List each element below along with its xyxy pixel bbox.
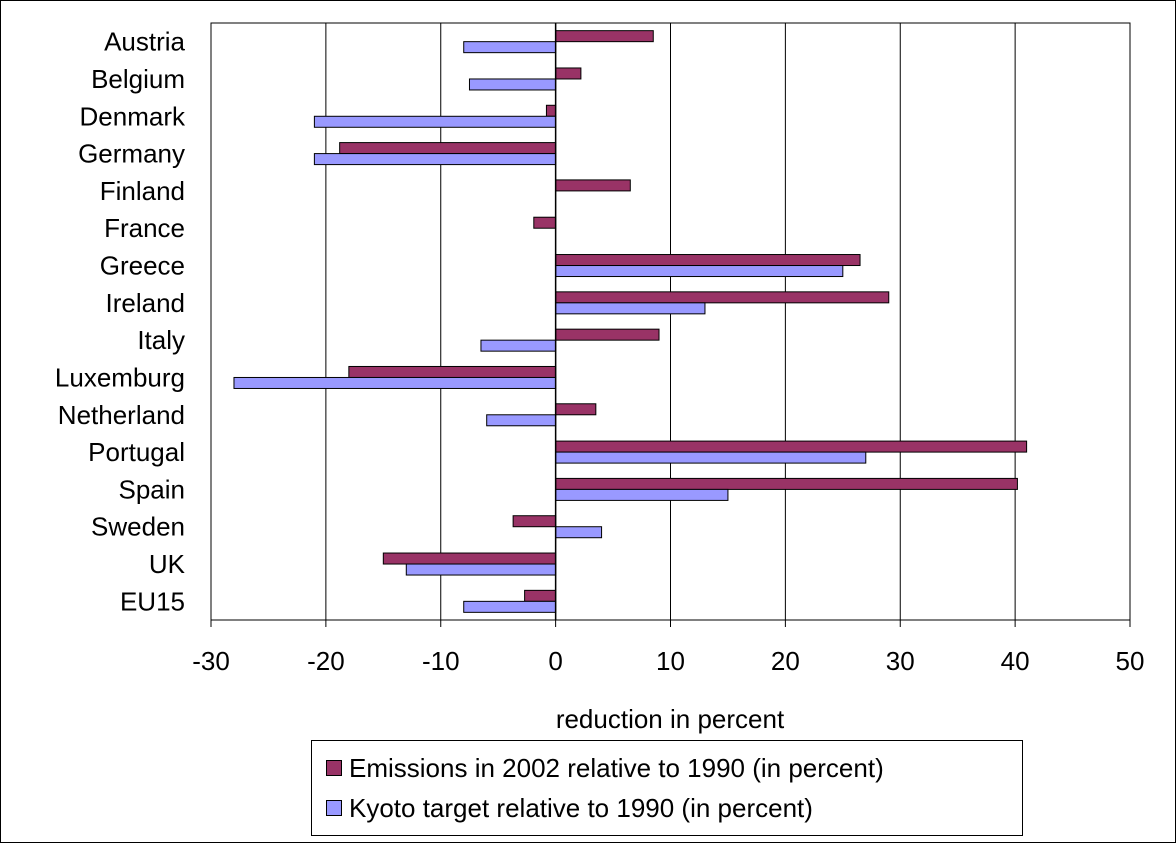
category-label: Spain: [119, 474, 186, 504]
category-label: France: [104, 213, 185, 243]
category-label: Denmark: [80, 101, 186, 131]
bar-emissions-portugal: [555, 440, 1028, 453]
bar-kyoto-austria: [463, 41, 557, 54]
x-tick-label: 40: [1001, 646, 1030, 676]
x-tick-labels: -30 -20 -10 0 10 20 30 40 50: [192, 646, 1144, 676]
bar-emissions-luxemburg: [348, 365, 557, 378]
bar-kyoto-netherland: [486, 414, 557, 427]
bar-kyoto-portugal: [555, 451, 867, 464]
bar-emissions-ireland: [555, 291, 890, 304]
bar-kyoto-spain: [555, 488, 729, 501]
bar-emissions-belgium: [555, 67, 582, 80]
bar-kyoto-greece: [555, 265, 844, 278]
bar-kyoto-sweden: [555, 526, 603, 539]
bar-emissions-sweden: [512, 515, 557, 528]
category-label: Finland: [100, 176, 185, 206]
category-label: Sweden: [91, 512, 185, 542]
bar-emissions-uk: [382, 552, 557, 565]
bar-kyoto-belgium: [468, 78, 557, 91]
category-label: Netherland: [58, 400, 185, 430]
legend-label-kyoto: Kyoto target relative to 1990 (in percen…: [349, 792, 813, 823]
legend-item-kyoto: Kyoto target relative to 1990 (in percen…: [326, 788, 813, 828]
legend-swatch-kyoto: [326, 800, 342, 816]
bar-emissions-greece: [555, 254, 861, 267]
grid-lines: [325, 23, 1016, 620]
legend-item-emissions: Emissions in 2002 relative to 1990 (in p…: [326, 748, 884, 788]
x-axis-label: reduction in percent: [556, 704, 785, 734]
bars: [233, 30, 1028, 613]
bar-kyoto-germany: [313, 153, 557, 166]
category-label: Ireland: [106, 288, 186, 318]
category-label: Greece: [100, 251, 185, 281]
bar-kyoto-italy: [480, 339, 557, 352]
bar-emissions-spain: [555, 477, 1018, 490]
category-label: Belgium: [91, 64, 185, 94]
bar-emissions-germany: [339, 142, 557, 155]
bar-kyoto-eu15: [463, 600, 557, 613]
bar-kyoto-denmark: [313, 115, 557, 128]
bar-kyoto-ireland: [555, 302, 706, 315]
bar-emissions-italy: [555, 328, 660, 341]
bar-kyoto-uk: [405, 563, 557, 576]
x-tick-label: 0: [548, 646, 562, 676]
category-label: UK: [149, 549, 186, 579]
category-label: EU15: [120, 586, 185, 616]
bar-emissions-denmark: [545, 104, 557, 117]
legend: Emissions in 2002 relative to 1990 (in p…: [311, 740, 1023, 836]
bar-kyoto-luxemburg: [233, 376, 557, 389]
x-tick-label: 50: [1116, 646, 1145, 676]
x-tick-label: 10: [656, 646, 685, 676]
category-label: Luxemburg: [55, 362, 185, 392]
category-labels: Austria Belgium Denmark Germany Finland Franc…: [55, 27, 186, 617]
x-tick-label: 20: [771, 646, 800, 676]
axes: [210, 22, 1131, 627]
bar-emissions-finland: [555, 179, 631, 192]
category-label: Italy: [137, 325, 185, 355]
legend-label-emissions: Emissions in 2002 relative to 1990 (in p…: [349, 752, 884, 783]
x-tick-label: -10: [422, 646, 460, 676]
x-tick-label: -20: [307, 646, 345, 676]
bar-emissions-eu15: [524, 589, 557, 602]
x-tick-label: -30: [192, 646, 230, 676]
bar-emissions-france: [533, 216, 557, 229]
bar-emissions-austria: [555, 30, 654, 43]
legend-swatch-emissions: [326, 760, 342, 776]
category-label: Germany: [78, 139, 185, 169]
bar-emissions-netherland: [555, 403, 597, 416]
x-tick-label: 30: [886, 646, 915, 676]
category-label: Portugal: [88, 437, 185, 467]
category-label: Austria: [104, 27, 185, 57]
